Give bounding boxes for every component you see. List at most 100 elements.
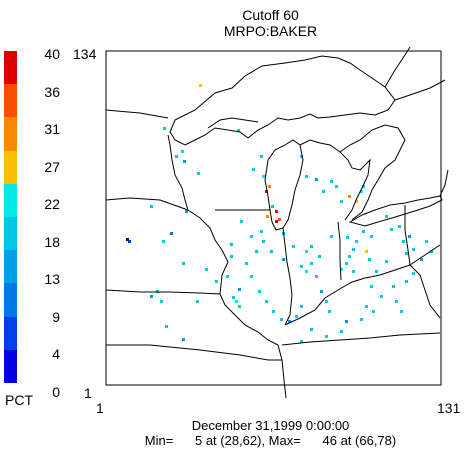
data-cell bbox=[345, 320, 348, 323]
data-cell bbox=[238, 288, 241, 291]
data-cell bbox=[183, 160, 186, 163]
data-cell bbox=[412, 248, 415, 251]
data-cell bbox=[352, 248, 355, 251]
border-ky-wv bbox=[409, 264, 441, 319]
data-cell bbox=[163, 127, 166, 130]
data-cell bbox=[360, 190, 363, 193]
x-axis-right-label: 131 bbox=[437, 400, 461, 416]
boundary-lines bbox=[105, 46, 449, 399]
data-cell bbox=[230, 255, 233, 258]
colorbar-segment bbox=[4, 250, 17, 284]
y-axis-bottom-label: 1 bbox=[84, 385, 92, 401]
data-cell bbox=[300, 305, 303, 308]
colorbar-segment bbox=[4, 150, 17, 184]
data-cell bbox=[395, 300, 398, 303]
data-cell bbox=[197, 172, 200, 175]
data-cell bbox=[315, 275, 318, 278]
data-cells bbox=[126, 84, 433, 343]
data-cell bbox=[199, 84, 202, 87]
data-cell bbox=[252, 168, 255, 171]
border-il-in bbox=[282, 227, 293, 326]
min-max-readout: Min= 5 at (28,62), Max= 46 at (66,78) bbox=[144, 433, 397, 448]
map-frame bbox=[105, 50, 442, 386]
data-cell bbox=[340, 268, 343, 271]
colorbar-segment bbox=[4, 316, 17, 350]
border-ia-mo bbox=[105, 289, 221, 295]
data-cell bbox=[182, 262, 185, 265]
data-cell bbox=[175, 155, 178, 158]
data-cell bbox=[250, 275, 253, 278]
colorbar-tick-label: 18 bbox=[44, 233, 60, 250]
colorbar-tick-label: 40 bbox=[44, 46, 60, 62]
data-cell bbox=[340, 200, 343, 203]
data-cell bbox=[330, 180, 333, 183]
data-cell bbox=[345, 262, 348, 265]
colorbar-segment bbox=[4, 283, 17, 317]
colorbar-tick-label: 31 bbox=[44, 121, 60, 137]
data-cell bbox=[362, 230, 365, 233]
data-cell bbox=[150, 295, 153, 298]
x-axis-left-label: 1 bbox=[96, 400, 104, 416]
plot-title-line2: MRPO:BAKER bbox=[223, 23, 318, 39]
data-cell bbox=[322, 190, 325, 193]
data-cell bbox=[372, 310, 375, 313]
data-cell bbox=[271, 205, 274, 208]
data-cell bbox=[185, 210, 188, 213]
data-cell bbox=[230, 243, 233, 246]
data-cell bbox=[300, 340, 303, 343]
data-cell bbox=[325, 300, 328, 303]
colorbar-segment bbox=[4, 84, 17, 118]
data-cell bbox=[196, 300, 199, 303]
colorbar-segment bbox=[4, 216, 17, 251]
colorbar-tick-label: 27 bbox=[44, 158, 60, 175]
data-cell bbox=[385, 215, 388, 218]
data-cell bbox=[260, 155, 263, 158]
data-cell bbox=[275, 210, 278, 213]
data-cell bbox=[238, 305, 241, 308]
colorbar-tick-label: 4 bbox=[52, 346, 60, 362]
data-cell bbox=[258, 290, 261, 293]
plot-title-line1: Cutoff 60 bbox=[242, 7, 299, 23]
data-cell bbox=[420, 258, 423, 261]
data-cell bbox=[402, 240, 405, 243]
colorbar-tick-label: 9 bbox=[52, 308, 60, 325]
data-cell bbox=[365, 305, 368, 308]
border-mo-ar bbox=[106, 344, 282, 361]
data-cell bbox=[425, 240, 428, 243]
data-cell bbox=[400, 310, 403, 313]
data-cell bbox=[325, 335, 328, 338]
data-cell bbox=[292, 245, 295, 248]
data-cell bbox=[262, 240, 265, 243]
data-cell bbox=[375, 270, 378, 273]
border-tn-al bbox=[281, 359, 287, 399]
data-cell bbox=[335, 185, 338, 188]
data-cell bbox=[390, 228, 393, 231]
data-cell bbox=[368, 258, 371, 261]
data-cell bbox=[370, 235, 373, 238]
data-cell bbox=[295, 315, 298, 318]
data-cell bbox=[237, 129, 240, 132]
data-cell bbox=[305, 250, 308, 253]
data-cell bbox=[262, 175, 265, 178]
data-cell bbox=[160, 300, 163, 303]
data-cell bbox=[348, 195, 351, 198]
data-cell bbox=[315, 178, 318, 181]
data-cell bbox=[272, 310, 275, 313]
data-cell bbox=[268, 185, 271, 188]
data-cell bbox=[380, 295, 383, 298]
colorbar-tick-label: 22 bbox=[44, 196, 60, 212]
border-wv-va bbox=[409, 244, 441, 266]
data-cell bbox=[352, 270, 355, 273]
data-cell bbox=[305, 270, 308, 273]
data-cell bbox=[340, 330, 343, 333]
data-cell bbox=[150, 205, 153, 208]
border-ia-il bbox=[187, 209, 229, 295]
lake-erie-shoreline bbox=[348, 195, 443, 227]
data-cell bbox=[318, 255, 321, 258]
data-cell bbox=[266, 215, 269, 218]
data-cell bbox=[330, 235, 333, 238]
data-cell bbox=[300, 265, 303, 268]
data-cell bbox=[365, 250, 368, 253]
data-cell bbox=[348, 255, 351, 258]
